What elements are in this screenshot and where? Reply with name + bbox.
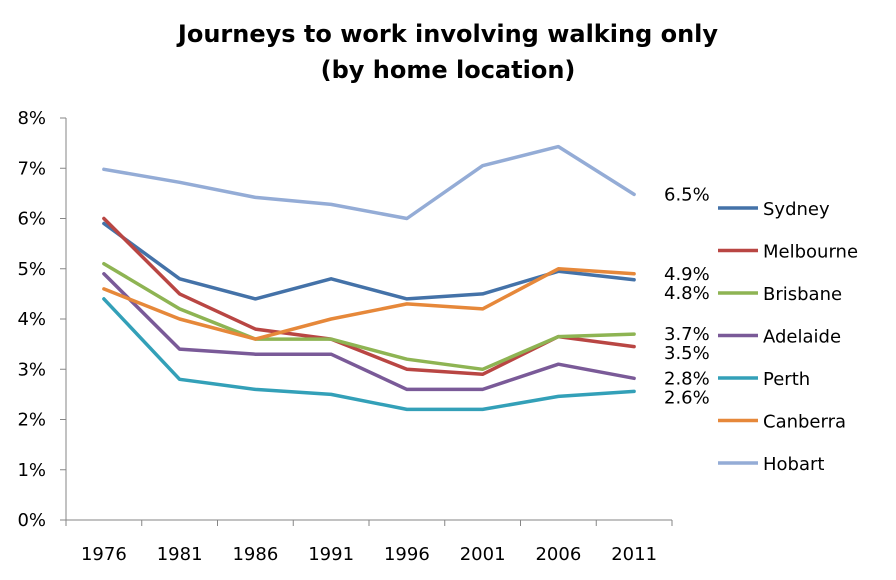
end-labels: 6.5% 4.9%4.8% 3.7%3.5% 2.8%2.6% <box>664 184 710 408</box>
x-tick-label: 1996 <box>384 544 430 565</box>
series-lines <box>102 144 636 412</box>
y-axis-ticks: 0% 1% 2% 3% 4% 5% 6% 7% 8% <box>17 108 66 531</box>
end-label-sydney: 4.8% <box>664 283 710 304</box>
series-line-perth <box>102 297 636 412</box>
legend-label-canberra: Canberra <box>763 412 846 433</box>
y-tick-label: 6% <box>17 209 46 230</box>
x-tick-label: 1991 <box>308 544 354 565</box>
y-tick-label: 2% <box>17 410 46 431</box>
chart-subtitle: (by home location) <box>320 56 576 84</box>
series-line-brisbane <box>102 261 636 372</box>
end-label-melbourne: 3.5% <box>664 343 710 364</box>
x-tick-label: 2011 <box>611 544 657 565</box>
y-tick-label: 1% <box>17 460 46 481</box>
legend-label-brisbane: Brisbane <box>763 284 842 305</box>
x-tick-label: 2006 <box>535 544 581 565</box>
chart-title-block: Journeys to work involving walking only … <box>0 16 896 88</box>
legend-label-hobart: Hobart <box>763 454 824 475</box>
end-label-hobart: 6.5% <box>664 184 710 205</box>
y-tick-label: 3% <box>17 359 46 380</box>
x-tick-label: 1976 <box>81 544 127 565</box>
end-label-brisbane: 3.7% <box>664 324 710 345</box>
y-tick-label: 5% <box>17 259 46 280</box>
series-line-adelaide <box>102 272 636 392</box>
y-tick-label: 4% <box>17 309 46 330</box>
legend-label-melbourne: Melbourne <box>763 242 858 263</box>
end-label-perth: 2.6% <box>664 387 710 408</box>
x-tick-label: 1981 <box>157 544 203 565</box>
legend-label-adelaide: Adelaide <box>763 327 841 348</box>
legend-label-perth: Perth <box>763 369 810 390</box>
x-axis-ticks: 1976 1981 1986 1991 1996 2001 2006 2011 <box>65 520 673 565</box>
end-label-canberra: 4.9% <box>664 264 710 285</box>
series-line-sydney <box>102 221 636 301</box>
x-tick-label: 2001 <box>460 544 506 565</box>
x-tick-label: 1986 <box>232 544 278 565</box>
legend-label-sydney: Sydney <box>763 199 830 220</box>
y-tick-label: 8% <box>17 108 46 129</box>
series-line-canberra <box>102 267 636 341</box>
chart-title: Journeys to work involving walking only <box>177 20 719 48</box>
y-tick-label: 7% <box>17 158 46 179</box>
series-line-hobart <box>102 144 636 221</box>
end-label-adelaide: 2.8% <box>664 368 710 389</box>
y-tick-label: 0% <box>17 510 46 531</box>
legend: Sydney Melbourne Brisbane Adelaide Perth Canb… <box>718 199 858 475</box>
